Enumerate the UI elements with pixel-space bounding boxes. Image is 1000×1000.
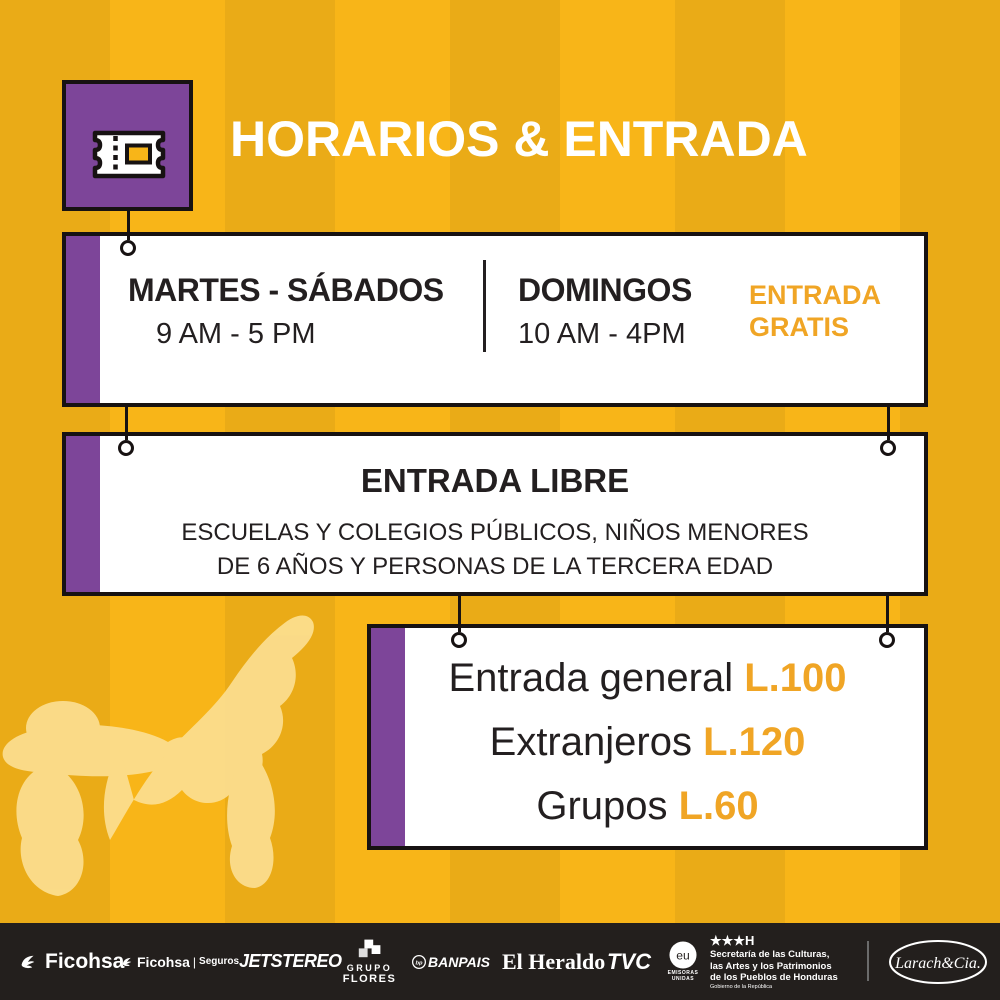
svg-text:eu: eu <box>676 949 690 963</box>
svg-text:bp: bp <box>416 960 423 966</box>
svg-text:Larach&Cia.: Larach&Cia. <box>894 955 981 972</box>
